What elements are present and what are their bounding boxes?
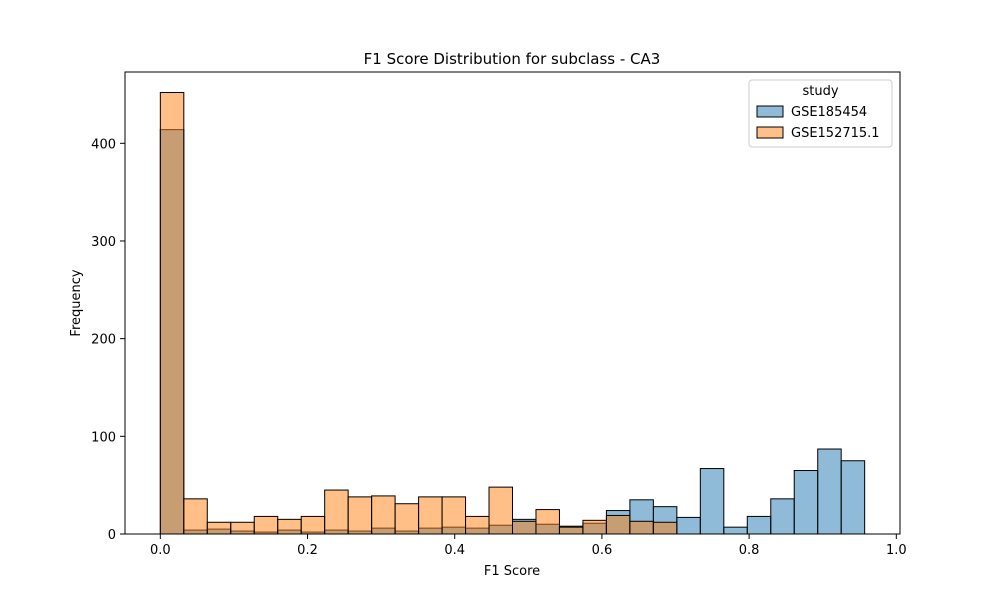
bar xyxy=(840,460,866,535)
bar xyxy=(441,496,467,535)
bar xyxy=(488,486,513,535)
bar xyxy=(465,515,490,535)
bar xyxy=(605,514,631,535)
bar xyxy=(324,489,349,535)
y-tick-label: 200 xyxy=(91,333,116,348)
bar xyxy=(770,498,795,535)
y-axis: 0 100 200 300 400 xyxy=(91,137,125,543)
bar xyxy=(652,521,678,535)
y-tick-label: 300 xyxy=(91,235,116,250)
bar xyxy=(582,519,607,535)
bar xyxy=(206,521,232,535)
y-axis-label: Frequency xyxy=(69,269,84,336)
chart-title: F1 Score Distribution for subclass - CA3 xyxy=(364,50,661,68)
bar xyxy=(746,515,772,535)
bar xyxy=(183,498,208,535)
x-tick-label: 0.8 xyxy=(739,543,760,558)
bar xyxy=(418,496,443,535)
bar xyxy=(300,515,326,535)
bar xyxy=(817,448,842,535)
bar xyxy=(230,521,255,535)
bar xyxy=(629,520,654,535)
legend-item: GSE185454 xyxy=(756,105,867,120)
bar xyxy=(699,468,725,535)
bar xyxy=(371,495,396,535)
y-tick-label: 400 xyxy=(91,137,116,152)
legend-swatch xyxy=(756,126,784,139)
bar xyxy=(676,516,701,535)
bar xyxy=(723,526,748,535)
series-GSE152715.1 xyxy=(159,92,678,535)
bar xyxy=(347,496,373,535)
x-tick-label: 0.2 xyxy=(297,543,318,558)
legend-box xyxy=(748,79,893,148)
bar xyxy=(793,470,819,535)
bar xyxy=(253,515,279,535)
plot-frame xyxy=(124,71,901,535)
legend-swatch xyxy=(756,105,784,118)
legend: study GSE185454 GSE152715.1 xyxy=(748,79,893,148)
x-axis: 0.0 0.2 0.4 0.6 0.8 1.0 xyxy=(150,534,907,558)
legend-label: GSE185454 xyxy=(791,105,867,120)
x-tick-label: 0.4 xyxy=(444,543,465,558)
legend-label: GSE152715.1 xyxy=(791,126,880,141)
x-tick-label: 0.6 xyxy=(592,543,613,558)
legend-title: study xyxy=(802,84,838,99)
series-GSE185454 xyxy=(159,129,866,535)
legend-item: GSE152715.1 xyxy=(756,126,880,141)
x-tick-label: 1.0 xyxy=(886,543,907,558)
x-axis-label: F1 Score xyxy=(484,564,540,579)
bar xyxy=(277,518,302,535)
bar xyxy=(512,520,537,535)
x-tick-label: 0.0 xyxy=(150,543,171,558)
bar xyxy=(535,509,560,535)
bar xyxy=(394,503,420,535)
y-tick-label: 100 xyxy=(91,430,116,445)
bars-layer xyxy=(159,92,866,535)
y-tick-label: 0 xyxy=(108,528,116,543)
bar xyxy=(159,92,185,535)
bar xyxy=(558,526,584,535)
